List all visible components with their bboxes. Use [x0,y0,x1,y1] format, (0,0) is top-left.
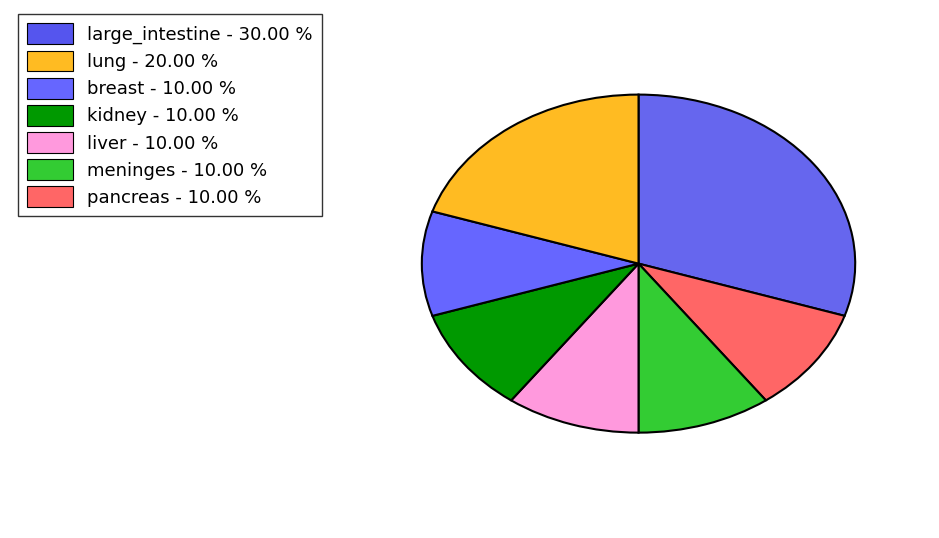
Wedge shape [433,95,639,264]
Wedge shape [511,264,639,433]
Wedge shape [639,264,844,400]
Wedge shape [639,264,766,433]
Wedge shape [422,211,639,316]
Wedge shape [639,95,855,316]
Wedge shape [433,264,639,400]
Legend: large_intestine - 30.00 %, lung - 20.00 %, breast - 10.00 %, kidney - 10.00 %, l: large_intestine - 30.00 %, lung - 20.00 … [19,15,321,216]
